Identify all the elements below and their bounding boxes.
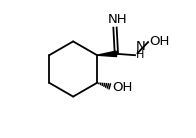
Text: NH: NH	[107, 13, 127, 26]
Text: OH: OH	[149, 35, 169, 48]
Text: H: H	[135, 50, 144, 60]
Text: N: N	[135, 40, 145, 53]
Text: OH: OH	[112, 81, 133, 94]
Polygon shape	[97, 51, 117, 57]
